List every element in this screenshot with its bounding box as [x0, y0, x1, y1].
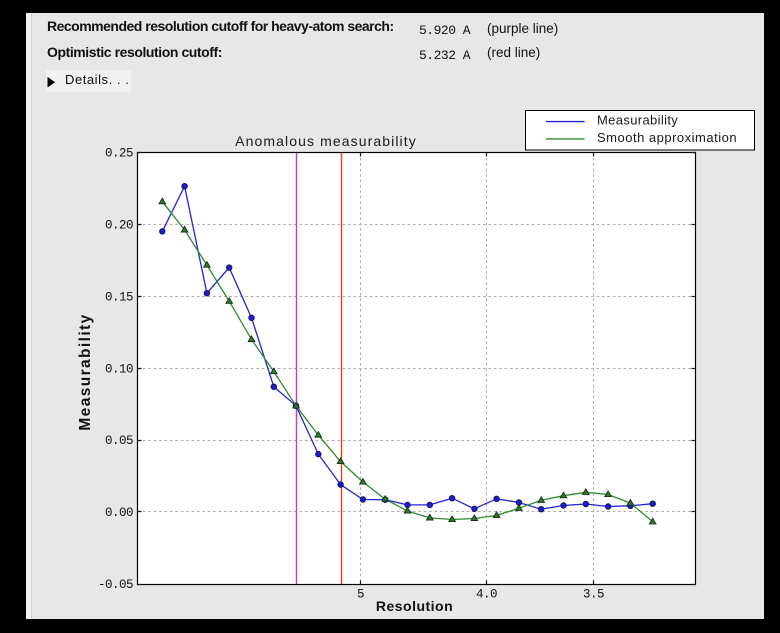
svg-text:Measurability: Measurability [77, 313, 94, 430]
svg-text:0.20: 0.20 [105, 219, 133, 233]
svg-text:0.10: 0.10 [105, 362, 133, 376]
svg-text:5: 5 [357, 588, 364, 602]
svg-text:0.15: 0.15 [105, 290, 133, 304]
svg-text:Anomalous measurability: Anomalous measurability [235, 133, 417, 149]
svg-text:0.05: 0.05 [105, 434, 133, 448]
svg-text:-0.05: -0.05 [98, 578, 133, 592]
svg-text:Smooth approximation: Smooth approximation [597, 130, 737, 145]
svg-text:4.0: 4.0 [476, 588, 497, 602]
svg-text:0.25: 0.25 [105, 147, 133, 161]
svg-text:Resolution: Resolution [376, 598, 453, 614]
svg-text:3.5: 3.5 [583, 588, 604, 602]
svg-text:0.00: 0.00 [105, 506, 133, 520]
svg-text:Measurability: Measurability [597, 113, 678, 128]
